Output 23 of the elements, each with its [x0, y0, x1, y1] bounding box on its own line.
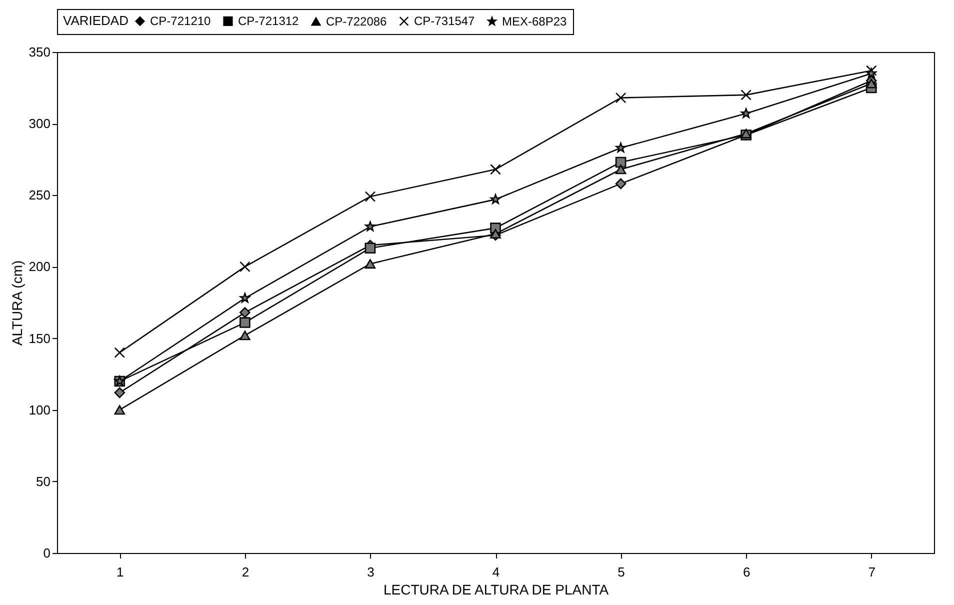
y-tick-label: 0 [43, 546, 50, 560]
y-tick-label: 350 [28, 44, 50, 60]
x-axis-title: LECTURA DE ALTURA DE PLANTA [383, 582, 610, 598]
x-tick-label: 2 [242, 564, 250, 580]
y-tick-label: 50 [36, 474, 50, 489]
legend-label: CP-721210 [150, 14, 212, 28]
x-tick-label: 6 [742, 564, 750, 580]
y-tick-label: 200 [28, 259, 50, 274]
legend-label: MEX-68P23 [502, 14, 568, 28]
legend-title: VARIEDAD [63, 13, 128, 28]
x-tick-label: 7 [868, 564, 876, 580]
x-tick-label: 1 [116, 564, 124, 580]
y-tick-label: 250 [28, 188, 50, 203]
y-tick-label: 150 [28, 330, 50, 346]
y-tick-label: 100 [28, 402, 50, 418]
x-tick-label: 5 [618, 564, 625, 580]
x-tick-label: 3 [367, 564, 374, 580]
legend-label: CP-721312 [238, 14, 300, 28]
x-tick-label: 4 [492, 564, 500, 580]
legend-label: CP-722086 [326, 14, 388, 28]
y-axis-title: ALTURA (cm) [8, 260, 25, 346]
y-tick-label: 300 [28, 116, 50, 132]
legend-label: CP-731547 [414, 14, 476, 28]
